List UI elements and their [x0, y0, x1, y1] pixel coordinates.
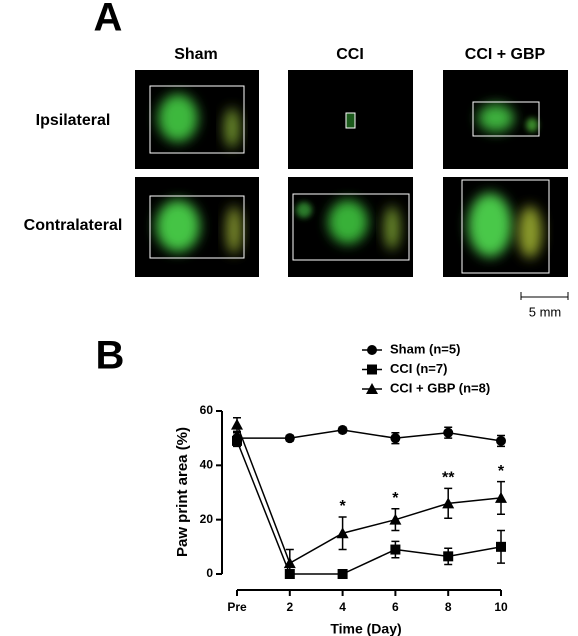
point [231, 418, 243, 430]
blob [226, 206, 242, 254]
significance: * [498, 463, 505, 480]
point [496, 541, 506, 552]
roi-box [149, 195, 245, 259]
point [367, 345, 377, 355]
row-header: Ipsilateral [36, 112, 111, 129]
x-axis-label: Time (Day) [330, 621, 401, 636]
y-tick-label: 40 [200, 458, 214, 472]
point [284, 433, 295, 444]
blob [468, 193, 512, 257]
column-header: CCI + GBP [465, 46, 546, 63]
point [337, 569, 348, 579]
blob [296, 202, 312, 218]
point [443, 551, 454, 562]
legend-label: CCI + GBP (n=8) [390, 380, 490, 395]
scale-bar [520, 292, 569, 300]
point [390, 544, 401, 555]
roi-box [292, 193, 410, 261]
point [337, 425, 348, 436]
point [442, 497, 455, 509]
blob [384, 206, 400, 250]
significance: ** [442, 470, 455, 487]
panel-label: B [96, 334, 125, 378]
blob [478, 104, 514, 132]
series-line [237, 429, 502, 442]
y-axis-label: Paw print area (%) [174, 427, 191, 557]
point [232, 435, 242, 446]
blob [526, 118, 538, 132]
y-tick-label: 0 [206, 566, 213, 580]
point [367, 364, 377, 375]
x-tick-label: 4 [339, 600, 346, 614]
x-tick-label: 8 [445, 600, 452, 614]
column-header: CCI [336, 46, 364, 63]
significance: * [339, 498, 346, 515]
series-line [236, 424, 502, 565]
x-tick-label: 2 [286, 600, 293, 614]
series-line [236, 440, 502, 575]
point [495, 491, 507, 503]
point [283, 557, 296, 569]
blob [158, 94, 198, 142]
blob [156, 200, 200, 252]
point [389, 513, 402, 525]
legend-label: Sham (n=5) [390, 341, 460, 356]
roi-box [345, 112, 356, 129]
roi-box [149, 85, 245, 154]
panel-label: A [94, 0, 123, 40]
point [366, 383, 378, 394]
legend-label: CCI (n=7) [390, 361, 447, 376]
blob [518, 206, 542, 258]
scale-bar-label: 5 mm [529, 304, 562, 319]
blob [224, 108, 240, 148]
significance: * [392, 490, 399, 507]
point [336, 527, 349, 539]
x-tick-label: 6 [392, 600, 399, 614]
paw-images [135, 70, 568, 277]
point [496, 435, 506, 446]
roi-box [461, 179, 550, 274]
point [390, 433, 401, 444]
roi-box [472, 101, 540, 137]
y-tick-label: 20 [200, 512, 214, 526]
point [443, 427, 454, 438]
y-tick-label: 60 [200, 403, 214, 417]
blob [328, 200, 368, 244]
row-header: Contralateral [24, 217, 123, 234]
x-tick-label: 10 [494, 600, 508, 614]
column-header: Sham [174, 46, 218, 63]
x-tick-label: Pre [227, 600, 247, 614]
